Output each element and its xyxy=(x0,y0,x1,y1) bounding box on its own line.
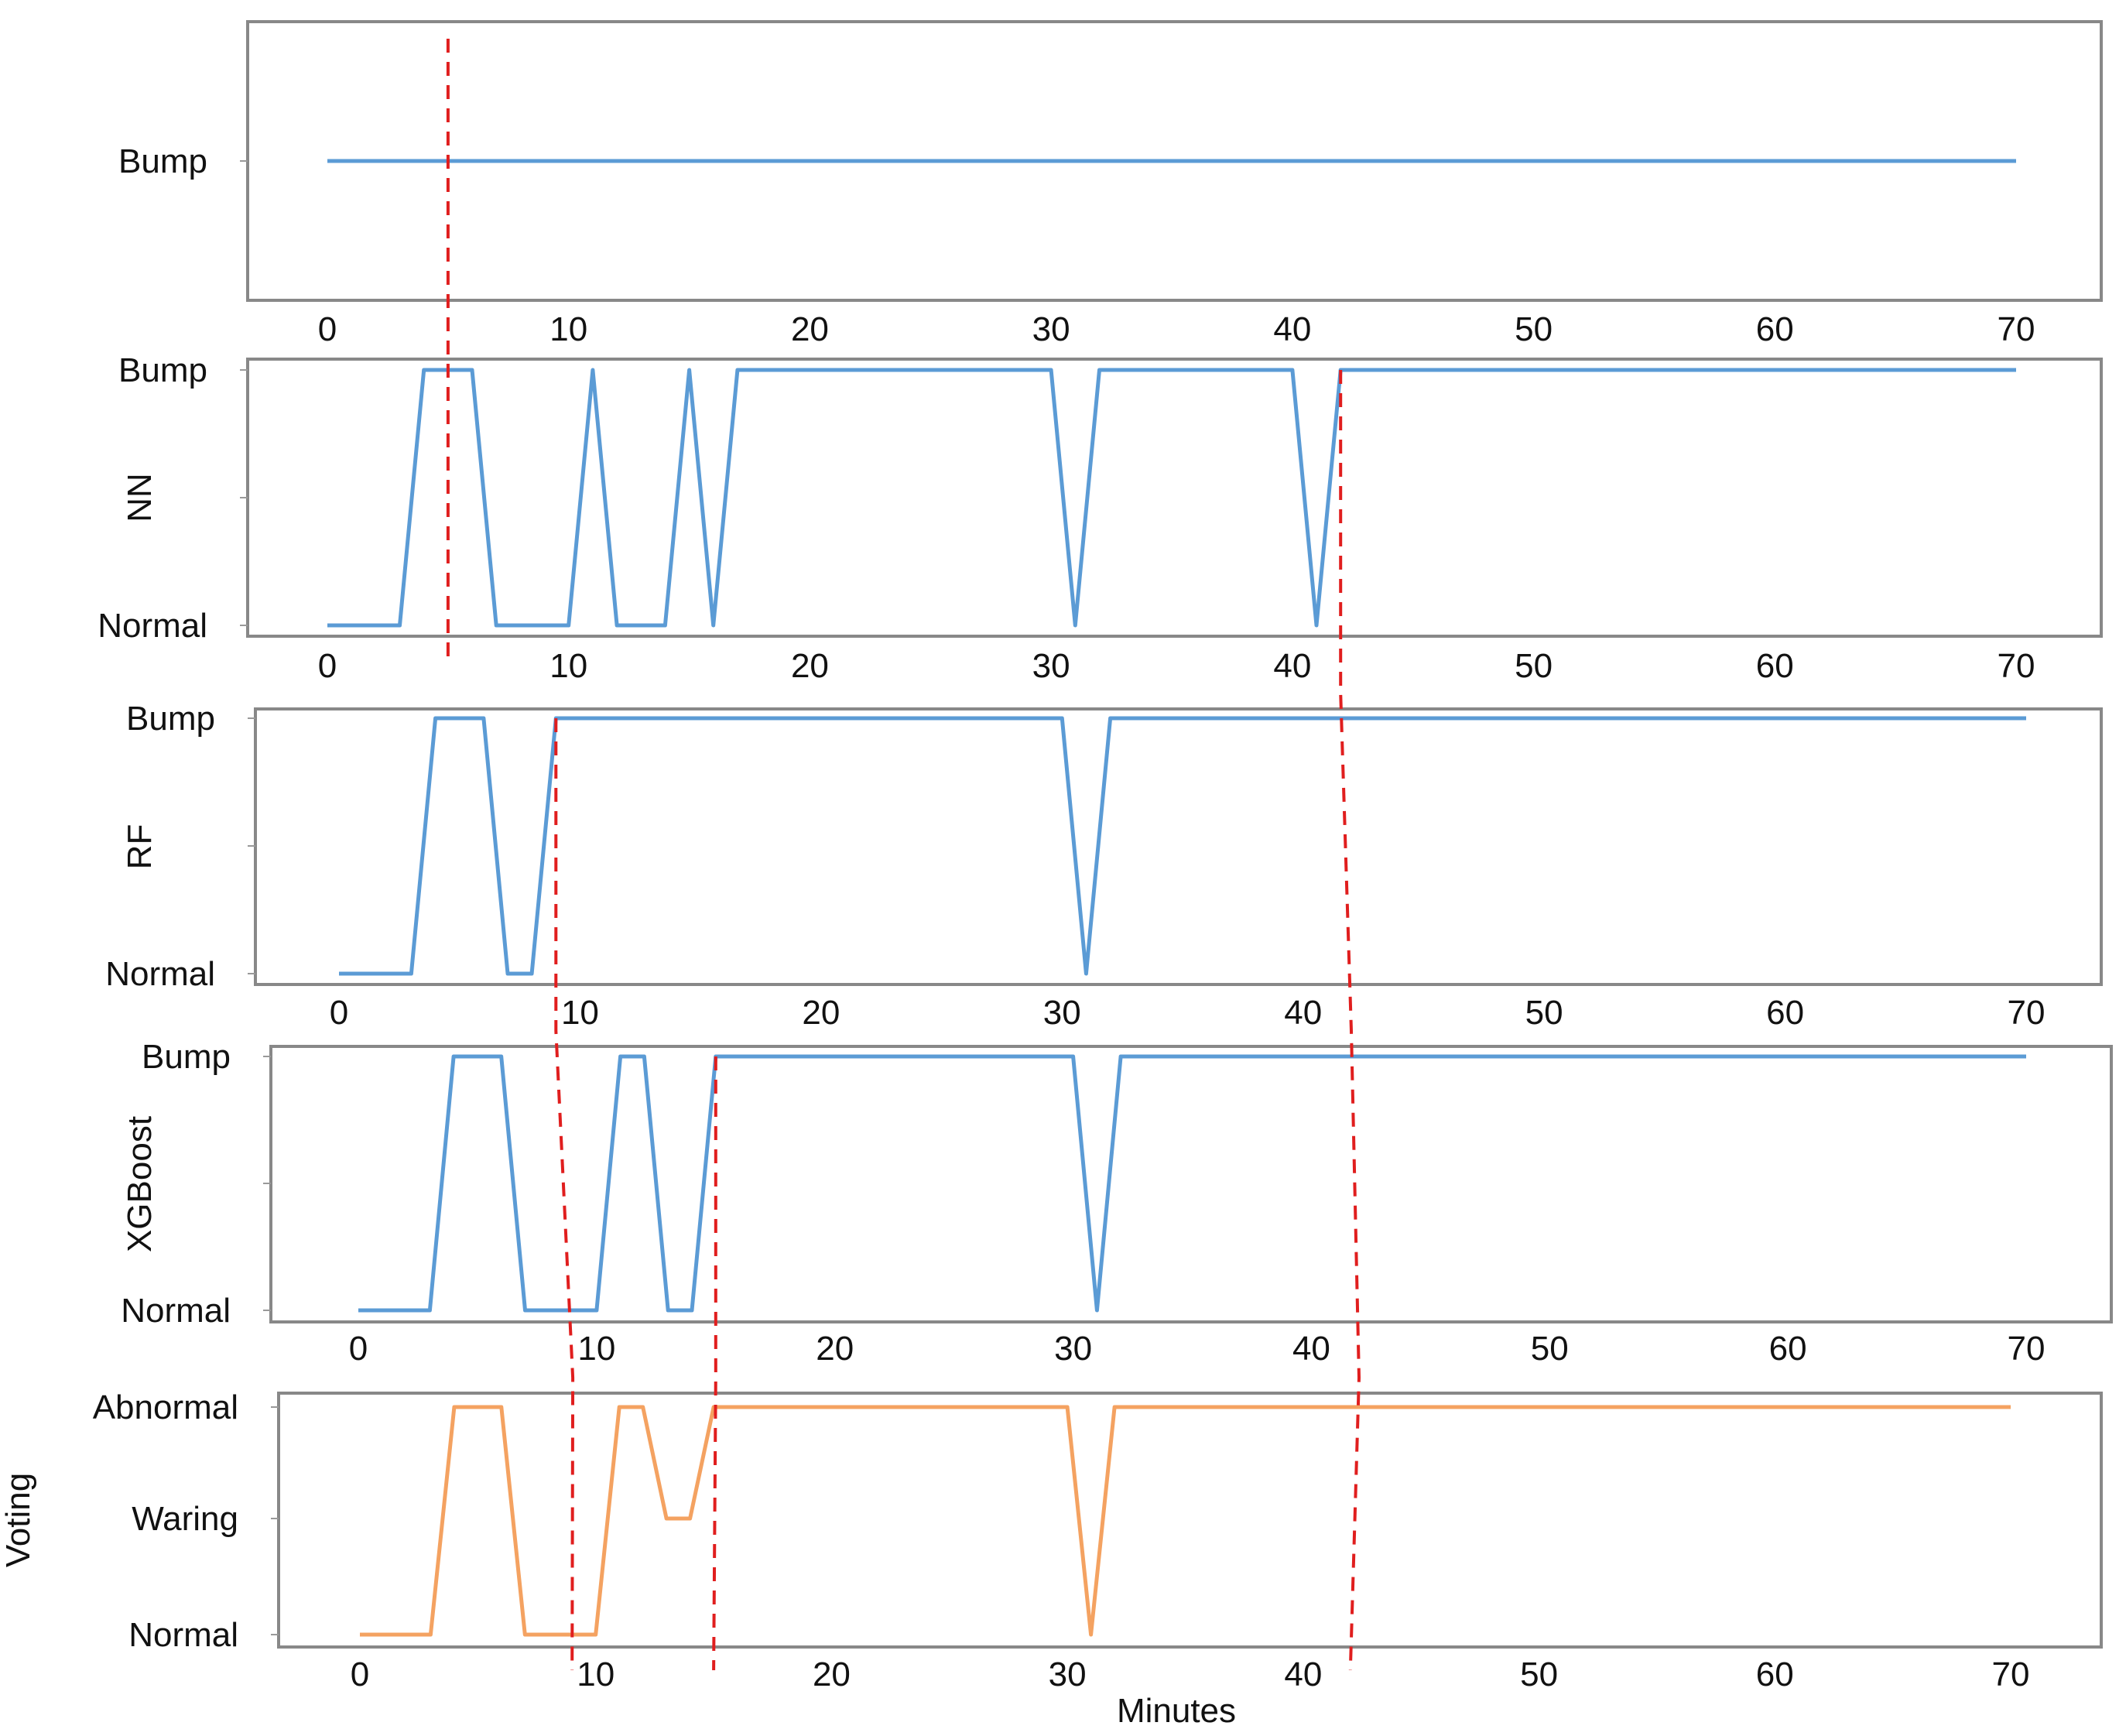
x-tick-label: 70 xyxy=(2008,994,2046,1032)
x-tick-label: 70 xyxy=(1998,647,2035,685)
x-tick-label: 30 xyxy=(1032,310,1070,348)
y-axis-title: RF xyxy=(121,824,159,870)
series-line xyxy=(327,368,2016,628)
x-tick-label: 40 xyxy=(1284,1656,1322,1693)
x-tick-label: 70 xyxy=(1992,1656,2030,1693)
x-tick-label: 40 xyxy=(1292,1330,1330,1368)
x-tick-label: 60 xyxy=(1756,1656,1794,1693)
series-line xyxy=(358,1054,2026,1313)
panel-2: Normal Bump RF 0 10 20 30 40 50 60 70 xyxy=(105,700,2103,1032)
panel-frame xyxy=(254,707,2103,986)
panel-frame xyxy=(246,358,2103,638)
x-tick-label: 0 xyxy=(349,1330,368,1368)
x-tick-label: 40 xyxy=(1273,310,1311,348)
panel-3: Normal Bump XGBoost 0 10 20 30 40 50 60 70 xyxy=(121,1038,2113,1368)
marker-line xyxy=(1339,370,1361,1671)
panel-frame xyxy=(269,1045,2113,1323)
x-tick-label: 50 xyxy=(1515,310,1553,348)
x-tick-label: 10 xyxy=(549,647,587,685)
x-tick-label: 0 xyxy=(318,647,337,685)
x-tick-label: 0 xyxy=(318,310,337,348)
x-tick-label: 40 xyxy=(1284,994,1322,1032)
x-tick-label: 30 xyxy=(1054,1330,1092,1368)
y-axis-title: NN xyxy=(121,473,159,522)
x-tick-label: 20 xyxy=(791,310,829,348)
panel-0: Bump 0 10 20 30 40 50 60 70 xyxy=(118,20,2103,348)
x-tick-label: 0 xyxy=(330,994,348,1032)
x-tick-label: 10 xyxy=(577,1656,615,1693)
x-tick-label: 30 xyxy=(1049,1656,1087,1693)
x-tick-label: 60 xyxy=(1756,647,1794,685)
y-tick-label: Bump xyxy=(118,351,207,389)
marker-line xyxy=(712,1056,717,1671)
y-tick-label: Normal xyxy=(105,955,215,993)
panel-frame xyxy=(277,1392,2103,1649)
x-tick-label: 40 xyxy=(1273,647,1311,685)
marker-line xyxy=(554,718,575,1671)
x-tick-label: 60 xyxy=(1756,310,1794,348)
x-tick-label: 30 xyxy=(1043,994,1081,1032)
x-tick-label: 60 xyxy=(1766,994,1804,1032)
x-tick-label: 20 xyxy=(813,1656,851,1693)
x-tick-label: 20 xyxy=(791,647,829,685)
x-tick-label: 10 xyxy=(577,1330,615,1368)
x-tick-label: 50 xyxy=(1520,1656,1558,1693)
x-tick-label: 60 xyxy=(1769,1330,1807,1368)
y-tick-label: Normal xyxy=(98,607,207,645)
x-tick-label: 20 xyxy=(802,994,840,1032)
x-tick-label: 50 xyxy=(1525,994,1563,1032)
panel-4: Normal Waring Abnormal Voting 0 10 20 30 40 50 60 7… xyxy=(0,1388,2103,1730)
x-tick-label: 20 xyxy=(816,1330,854,1368)
y-tick-label: Waring xyxy=(132,1500,238,1538)
x-axis-title: Minutes xyxy=(1117,1692,1236,1730)
y-tick-label: Normal xyxy=(121,1292,231,1330)
x-tick-label: 10 xyxy=(561,994,599,1032)
x-tick-label: 70 xyxy=(2008,1330,2046,1368)
y-tick-label: Normal xyxy=(128,1616,238,1654)
y-tick-label: Bump xyxy=(126,700,215,738)
y-axis-title: Voting xyxy=(0,1473,37,1567)
y-tick-label: Abnormal xyxy=(93,1388,238,1426)
x-tick-label: 70 xyxy=(1998,310,2035,348)
y-tick-label: Bump xyxy=(118,142,207,180)
x-tick-label: 50 xyxy=(1515,647,1553,685)
x-tick-label: 50 xyxy=(1531,1330,1569,1368)
marker-lines xyxy=(446,39,1361,1671)
x-tick-label: 30 xyxy=(1032,647,1070,685)
x-tick-label: 0 xyxy=(351,1656,369,1693)
y-axis-title: XGBoost xyxy=(121,1116,159,1252)
series-line xyxy=(360,1405,2011,1637)
panel-1: Normal Bump NN 0 10 20 30 40 50 60 70 xyxy=(98,351,2103,685)
series-line xyxy=(339,716,2026,976)
x-tick-label: 10 xyxy=(549,310,587,348)
y-tick-label: Bump xyxy=(142,1038,231,1076)
